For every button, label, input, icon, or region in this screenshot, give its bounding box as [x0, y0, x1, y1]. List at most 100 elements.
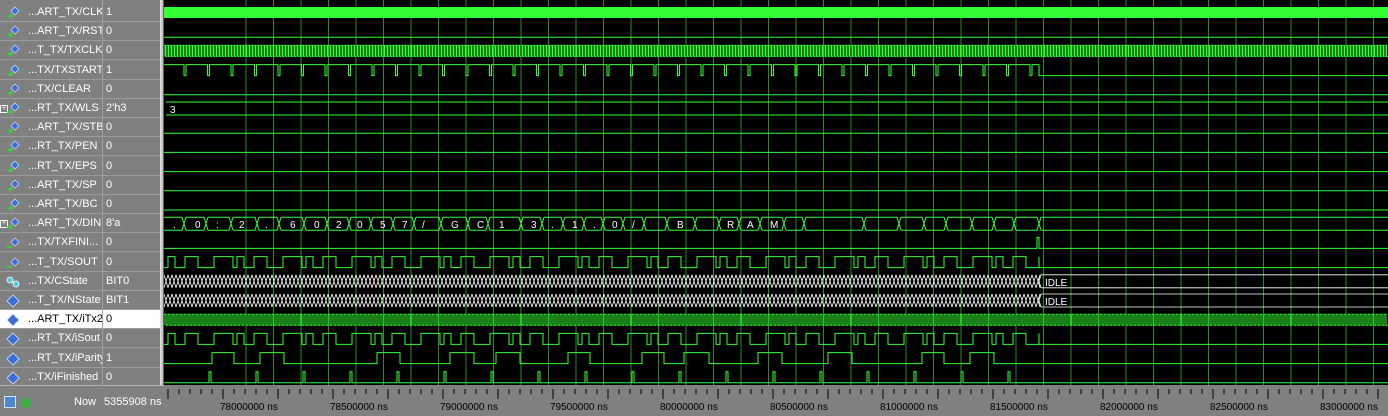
wls-wave [166, 101, 1388, 116]
signal-row[interactable]: ...ART_TX/SP [0, 176, 102, 195]
signal-row[interactable]: ...RT_TX/iSout [0, 329, 102, 349]
cstate-wave-label: IDLE [1045, 278, 1068, 289]
signal-name: ...TX/iFinished [28, 370, 99, 383]
pane-splitter[interactable] [160, 0, 164, 415]
din-value-label: 0 [612, 220, 618, 231]
signal-row[interactable]: ...RT_TX/iParity [0, 349, 102, 368]
din-value-label: 2 [336, 220, 342, 231]
add-cursor-icon[interactable] [21, 398, 32, 408]
din-value-label: C [477, 220, 484, 231]
ruler-label: 81000000 ns [880, 402, 938, 413]
din-value-label: / [632, 220, 635, 231]
din-value-label: 0 [195, 220, 201, 231]
signal-name: ...TX/TXFINI... [28, 236, 99, 249]
signal-name: ...ART_TX/CLK [28, 6, 102, 18]
signal-row[interactable]: ...T_TX/NState [0, 291, 102, 310]
din-value-label: . [551, 220, 554, 231]
signal-name: ...T_TX/SOUT [28, 255, 98, 268]
nstate-wave-label: IDLE [1045, 297, 1068, 308]
signal-name: ...ART_TX/STB [28, 121, 102, 134]
din-value-label: M [770, 220, 778, 231]
signal-row[interactable]: ...ART_TX/CLK [0, 3, 102, 22]
expand-toggle-icon[interactable]: + [0, 105, 8, 113]
signal-row[interactable]: ...TX/CLEAR [0, 80, 102, 99]
txfinish-wave [164, 236, 1388, 249]
ruler-label: 83000000 ns [1320, 402, 1378, 413]
din-value-label: . [173, 220, 176, 231]
cstate-wave [164, 274, 1388, 289]
bus-wave [164, 216, 1388, 231]
signal-value: 0 [103, 368, 161, 387]
signal-name: ...ART_TX/iTx2 [28, 313, 102, 326]
signal-names-pane: ...ART_TX/CLK ...ART_TX/RST ...T_TX/TXCLK.… [0, 0, 102, 415]
now-value: 5355908 ns [104, 396, 162, 408]
signal-name: ...ART_TX/SP [28, 178, 97, 191]
signal-value: 8'a [103, 214, 161, 234]
cursor-tools [4, 396, 33, 411]
signal-row[interactable]: ...ART_TX/iTx2 [0, 310, 102, 330]
signal-name: ...TX/CState [28, 274, 88, 287]
time-ruler[interactable]: 78000000 ns 78500000 ns 79000000 ns 7950000… [164, 385, 1388, 415]
signal-name: ...T_TX/NState [28, 294, 101, 306]
signal-row[interactable]: ...TX/TXFINI... [0, 233, 102, 253]
signal-row[interactable]: ...T_TX/SOUT [0, 253, 102, 272]
signal-row[interactable]: ...TX/CState [0, 272, 102, 291]
clk-wave [164, 7, 1388, 18]
signal-row[interactable]: ...ART_TX/STB [0, 118, 102, 138]
din-value-label: . [265, 220, 268, 231]
din-value-label: 6 [290, 220, 296, 231]
cursor-icon[interactable] [4, 396, 16, 408]
signal-row[interactable]: ...ART_TX/RST [0, 22, 102, 42]
signal-row[interactable]: + ...ART_TX/DIN [0, 214, 102, 234]
signal-row[interactable]: ...T_TX/TXCLK [0, 41, 102, 61]
signal-value: 0 [103, 157, 161, 176]
ruler-label: 80000000 ns [660, 402, 718, 413]
signal-row[interactable]: ...TX/iFinished [0, 368, 102, 387]
iparity-wave [164, 352, 1388, 365]
waveform-canvas[interactable]: 3. 0: 2. 6 0 2 0 5 7 / G C 1 3. 1. 0 / B R A M IDLE IDLE [164, 0, 1388, 385]
signal-value: 0 [103, 118, 161, 138]
nstate-wave [164, 293, 1388, 308]
din-value-label: 2 [239, 220, 245, 231]
signal-name: ...ART_TX/BC [28, 198, 98, 210]
ruler-background [164, 385, 1388, 415]
signal-name: ...T_TX/TXCLK [28, 44, 102, 57]
signal-value: 0 [103, 41, 161, 61]
signal-name: ...RT_TX/WLS [28, 102, 99, 114]
signal-row[interactable]: + ...RT_TX/WLS [0, 99, 102, 118]
din-value-label: A [747, 220, 754, 231]
signal-value: 2'h3 [103, 99, 161, 118]
signal-value: 0 [103, 195, 161, 214]
din-value-label: 3 [531, 220, 537, 231]
signal-value: 0 [103, 329, 161, 349]
expand-toggle-icon[interactable]: + [0, 220, 8, 229]
ruler-label: 79500000 ns [550, 402, 608, 413]
signal-row[interactable]: ...TX/TXSTART [0, 61, 102, 80]
din-value-label: 1 [572, 220, 578, 231]
ruler-label: 79000000 ns [440, 402, 498, 413]
ruler-label: 78000000 ns [220, 402, 278, 413]
signal-row[interactable]: ...RT_TX/EPS [0, 157, 102, 176]
signal-value: 0 [103, 137, 161, 157]
din-value-label: . [593, 220, 596, 231]
isout-wave [164, 332, 1388, 345]
ruler-label: 82000000 ns [1100, 402, 1158, 413]
signal-value: BIT0 [103, 272, 161, 291]
signal-name: ...TX/CLEAR [28, 82, 91, 95]
din-value-label: G [451, 220, 459, 231]
signal-name: ...ART_TX/RST [28, 25, 102, 38]
sout-wave [164, 256, 1388, 269]
signal-row[interactable]: ...ART_TX/BC [0, 195, 102, 214]
signal-value: 1 [103, 349, 161, 368]
din-value-label: 0 [314, 220, 320, 231]
ifinished-wave [164, 371, 1388, 384]
signal-value: 0 [103, 176, 161, 195]
signal-name: ...TX/TXSTART [28, 63, 102, 76]
signal-value: 1 [103, 3, 161, 22]
ruler-label: 78500000 ns [330, 402, 388, 413]
signal-values-pane: 1 0 0 1 0 2'h3 0 0 0 0 0 8'a 0 0 BIT0 BIT1 0 0 1 0 [102, 0, 161, 415]
signal-row[interactable]: ...RT_TX/PEN [0, 137, 102, 157]
wls-value-label: 3 [170, 105, 176, 116]
din-value-label: R [727, 220, 734, 231]
